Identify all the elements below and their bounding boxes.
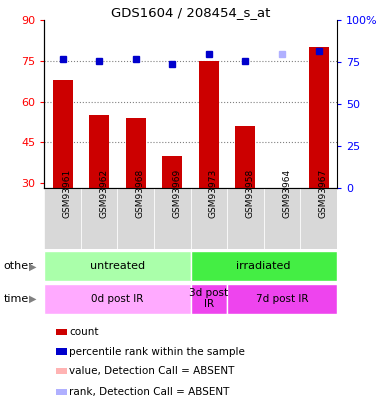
- Bar: [199, 61, 219, 188]
- Bar: [191, 251, 337, 281]
- Text: GSM93967: GSM93967: [319, 168, 328, 218]
- Bar: [56, 348, 67, 355]
- Text: 7d post IR: 7d post IR: [256, 294, 308, 304]
- Bar: [44, 251, 191, 281]
- Bar: [300, 188, 337, 249]
- Bar: [227, 284, 337, 314]
- Text: GSM93964: GSM93964: [282, 168, 291, 218]
- Text: GSM93962: GSM93962: [99, 168, 108, 218]
- Text: ▶: ▶: [29, 294, 36, 304]
- Bar: [154, 188, 191, 249]
- Text: ▶: ▶: [29, 261, 36, 271]
- Bar: [235, 126, 256, 188]
- Bar: [308, 47, 329, 188]
- Text: GSM93958: GSM93958: [246, 168, 254, 218]
- Text: count: count: [69, 327, 99, 337]
- Text: GSM93969: GSM93969: [172, 168, 181, 218]
- Text: other: other: [4, 261, 33, 271]
- Bar: [44, 188, 81, 249]
- Bar: [56, 329, 67, 335]
- Bar: [117, 188, 154, 249]
- Text: time: time: [4, 294, 29, 304]
- Text: GSM93973: GSM93973: [209, 168, 218, 218]
- Bar: [191, 188, 227, 249]
- Bar: [52, 80, 73, 188]
- Text: 0d post IR: 0d post IR: [91, 294, 144, 304]
- Bar: [126, 118, 146, 188]
- Bar: [162, 156, 182, 188]
- Text: value, Detection Call = ABSENT: value, Detection Call = ABSENT: [69, 366, 235, 376]
- Text: GSM93968: GSM93968: [136, 168, 145, 218]
- Bar: [44, 284, 191, 314]
- Title: GDS1604 / 208454_s_at: GDS1604 / 208454_s_at: [111, 6, 270, 19]
- Text: irradiated: irradiated: [236, 261, 291, 271]
- Text: untreated: untreated: [90, 261, 145, 271]
- Text: percentile rank within the sample: percentile rank within the sample: [69, 347, 245, 356]
- Bar: [81, 188, 117, 249]
- Text: rank, Detection Call = ABSENT: rank, Detection Call = ABSENT: [69, 387, 230, 396]
- Bar: [89, 115, 109, 188]
- Text: 3d post
IR: 3d post IR: [189, 288, 228, 309]
- Bar: [56, 388, 67, 395]
- Bar: [264, 188, 300, 249]
- Text: GSM93961: GSM93961: [62, 168, 72, 218]
- Bar: [191, 284, 227, 314]
- Bar: [227, 188, 264, 249]
- Bar: [56, 368, 67, 374]
